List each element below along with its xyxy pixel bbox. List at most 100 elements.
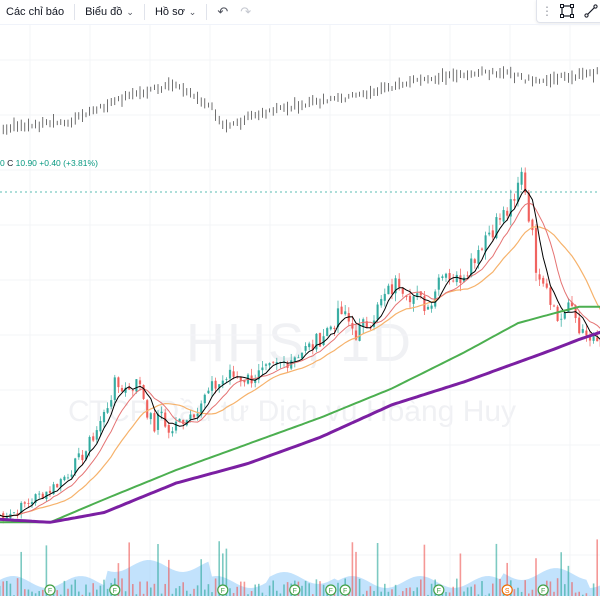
volume-bar bbox=[304, 580, 307, 596]
ohlc-legend: 0 C 10.90 +0.40 (+3.81%) bbox=[0, 158, 98, 168]
candle-body bbox=[581, 329, 584, 333]
volume-bar bbox=[168, 559, 170, 596]
candle-body bbox=[120, 388, 124, 392]
candle-body bbox=[45, 491, 48, 499]
volume-bar bbox=[2, 581, 4, 596]
candle-body bbox=[99, 421, 102, 432]
candle-body bbox=[272, 361, 275, 363]
candle-body bbox=[556, 306, 559, 321]
volume-bar bbox=[380, 591, 382, 596]
candle-body bbox=[232, 371, 235, 377]
candle-body bbox=[189, 414, 192, 420]
candle-body bbox=[113, 377, 116, 400]
event-marker-circle bbox=[537, 584, 549, 596]
volume-bar bbox=[420, 579, 422, 596]
volume-bar bbox=[38, 591, 40, 596]
volume-bar bbox=[405, 588, 408, 596]
event-marker-label: F bbox=[221, 588, 225, 595]
candle-body bbox=[200, 403, 203, 416]
volume-bar bbox=[391, 589, 393, 596]
candle-body bbox=[275, 362, 278, 364]
volume-bar bbox=[207, 584, 210, 596]
trend-line-icon[interactable] bbox=[582, 2, 600, 20]
candle-body bbox=[405, 295, 408, 297]
candle-body bbox=[455, 274, 458, 283]
volume-bar bbox=[513, 589, 516, 596]
candle-body bbox=[142, 385, 145, 399]
volume-bar bbox=[52, 594, 55, 596]
candle-body bbox=[412, 296, 415, 304]
candle-body bbox=[354, 330, 358, 340]
drag-handle-icon[interactable]: ⋮ bbox=[541, 4, 553, 18]
candle-body bbox=[549, 287, 552, 305]
candle-body bbox=[153, 413, 156, 432]
volume-bar bbox=[196, 585, 199, 596]
profile-dropdown[interactable]: Hồ sơ ⌄ bbox=[149, 1, 202, 23]
indicators-button[interactable]: Các chỉ báo bbox=[0, 1, 70, 23]
toolbar-divider bbox=[74, 4, 76, 20]
legend-close-price: 10.90 bbox=[15, 158, 37, 168]
candle-body bbox=[552, 305, 556, 307]
ma20-line bbox=[0, 226, 600, 518]
candle-body bbox=[304, 346, 307, 351]
candle-body bbox=[588, 335, 592, 341]
chart-toolbar: Các chỉ báo Biểu đồ ⌄ Hồ sơ ⌄ ↶ ↷ bbox=[0, 0, 600, 24]
volume-bar bbox=[448, 592, 451, 596]
candle-body bbox=[74, 458, 77, 474]
legend-close-value: 0 bbox=[0, 158, 5, 168]
chart-type-label: Biểu đồ bbox=[85, 6, 123, 18]
volume-bar bbox=[488, 593, 490, 596]
volume-bar bbox=[88, 592, 91, 596]
volume-bar bbox=[157, 544, 159, 596]
volume-bar bbox=[67, 588, 69, 596]
volume-bar bbox=[340, 595, 343, 596]
undo-icon[interactable]: ↶ bbox=[217, 4, 229, 19]
volume-bar bbox=[258, 583, 260, 596]
volume-bar bbox=[445, 591, 447, 596]
volume-bar bbox=[535, 558, 537, 596]
volume-bar bbox=[63, 580, 66, 596]
candle-body bbox=[257, 370, 260, 380]
moving-average-lines bbox=[0, 188, 600, 524]
volume-bar bbox=[6, 580, 8, 596]
volume-bar bbox=[459, 553, 462, 596]
event-marker-label: F bbox=[48, 588, 52, 595]
volume-bar bbox=[243, 581, 246, 596]
candle-body bbox=[174, 421, 178, 431]
volume-bar bbox=[236, 586, 238, 596]
candle-body bbox=[66, 477, 70, 479]
select-rectangle-icon[interactable] bbox=[558, 2, 576, 20]
candle-body bbox=[81, 454, 84, 461]
volume-bar bbox=[384, 583, 386, 596]
volume-bar bbox=[175, 588, 177, 596]
chart-type-dropdown[interactable]: Biểu đồ ⌄ bbox=[79, 1, 140, 23]
volume-bar bbox=[211, 592, 213, 596]
volume-bar bbox=[441, 594, 444, 596]
redo-icon[interactable]: ↷ bbox=[240, 4, 252, 19]
candle-body bbox=[16, 513, 19, 515]
volume-bar bbox=[222, 553, 224, 596]
volume-bar bbox=[596, 539, 598, 596]
candle-body bbox=[563, 312, 566, 319]
candle-body bbox=[466, 275, 469, 277]
volume-bar bbox=[549, 581, 552, 596]
volume-bar bbox=[272, 580, 274, 596]
volume-bar bbox=[214, 578, 217, 596]
candle-body bbox=[495, 217, 498, 239]
volume-bar bbox=[78, 591, 80, 596]
candle-body bbox=[426, 306, 430, 310]
candle-body bbox=[264, 364, 268, 366]
volume-bar bbox=[74, 579, 76, 596]
ma200-line bbox=[0, 330, 600, 524]
volume-bar bbox=[358, 578, 361, 596]
candle-body bbox=[506, 210, 509, 216]
ma5-line bbox=[0, 188, 600, 518]
volume-bar bbox=[232, 592, 235, 596]
candle-body bbox=[239, 376, 242, 382]
volume-bar bbox=[582, 594, 584, 596]
volume-bar bbox=[366, 590, 368, 596]
candle-body bbox=[92, 436, 95, 441]
volume-bar bbox=[160, 593, 163, 596]
candle-body bbox=[416, 293, 419, 297]
